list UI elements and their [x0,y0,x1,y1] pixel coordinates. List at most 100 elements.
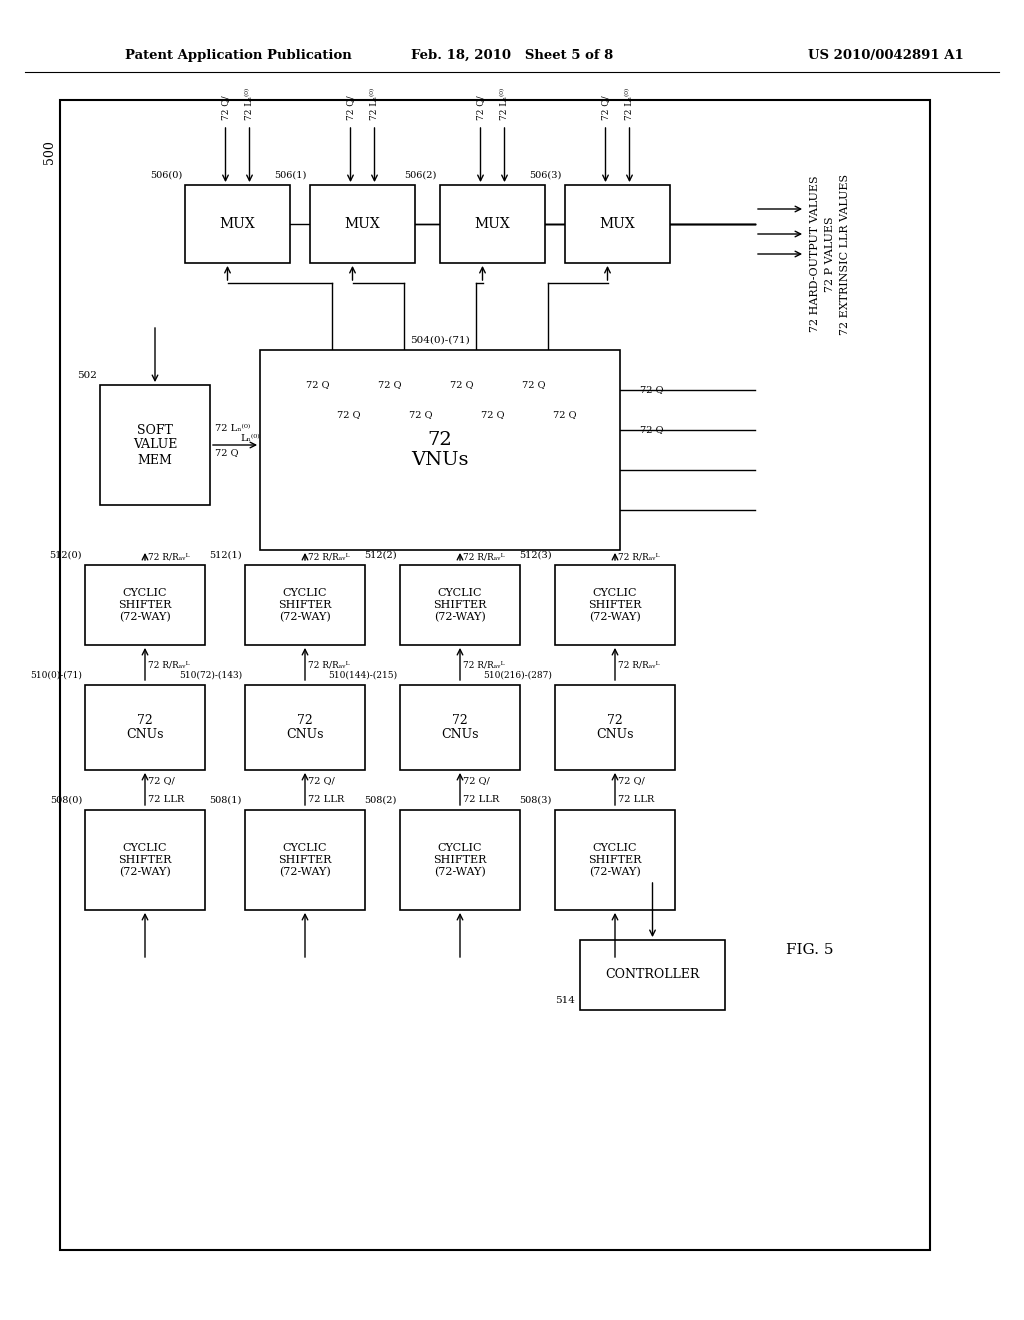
Text: 506(2): 506(2) [404,172,437,180]
Text: CYCLIC
SHIFTER
(72-WAY): CYCLIC SHIFTER (72-WAY) [589,589,642,622]
Text: 510(144)-(215): 510(144)-(215) [328,671,397,680]
Text: 502: 502 [77,371,97,380]
Text: 72 Q: 72 Q [640,385,664,395]
Bar [555,810,675,909]
Text: 72 LLR: 72 LLR [463,795,500,804]
Text: 72 P VALUES: 72 P VALUES [825,216,835,292]
Text: 72 Lₙ⁽⁰⁾: 72 Lₙ⁽⁰⁾ [215,424,250,433]
Bar [400,810,520,909]
Text: 72 R/Rₐᵥᴸ: 72 R/Rₐᵥᴸ [618,553,659,562]
Text: 512(1): 512(1) [209,550,242,560]
Text: 506(3): 506(3) [529,172,562,180]
Text: 72 LLR: 72 LLR [308,795,344,804]
Bar [245,565,365,645]
Text: 72 R/Rₐᵥᴸ: 72 R/Rₐᵥᴸ [618,660,659,669]
Text: 72
CNUs: 72 CNUs [441,714,479,742]
Text: 72 Q/: 72 Q/ [463,776,489,785]
Bar [85,810,205,909]
Text: 508(0): 508(0) [50,796,82,805]
Text: 72 R/Rₐᵥᴸ: 72 R/Rₐᵥᴸ [148,553,189,562]
Text: 512(3): 512(3) [519,550,552,560]
Text: MUX: MUX [600,216,635,231]
Text: 500: 500 [43,140,56,164]
Text: 72
VNUs: 72 VNUs [412,430,469,470]
Text: 510(72)-(143): 510(72)-(143) [179,671,242,680]
Text: 72 Q: 72 Q [409,411,432,418]
Text: Lₙ⁽⁰⁾: Lₙ⁽⁰⁾ [241,434,260,444]
Text: 72 Q: 72 Q [553,411,577,418]
Bar [100,385,210,506]
Text: 72 R/Rₐᵥᴸ: 72 R/Rₐᵥᴸ [148,660,189,669]
Bar [555,565,675,645]
Text: 510(216)-(287): 510(216)-(287) [483,671,552,680]
Text: 514: 514 [555,997,575,1005]
Text: 72 LLR: 72 LLR [618,795,654,804]
Text: 72 Q/: 72 Q/ [476,95,485,120]
Text: MUX: MUX [345,216,380,231]
Text: 72 Q: 72 Q [305,380,329,389]
Text: 512(0): 512(0) [49,550,82,560]
Text: 72 R/Rₐᵥᴸ: 72 R/Rₐᵥᴸ [463,660,505,669]
Text: 72 Q/: 72 Q/ [601,95,610,120]
Text: 72 Lₙ⁽⁰⁾: 72 Lₙ⁽⁰⁾ [245,88,254,120]
Text: SOFT
VALUE
MEM: SOFT VALUE MEM [133,424,177,466]
Text: FIG. 5: FIG. 5 [786,942,834,957]
Text: 72 Lₙ⁽⁰⁾: 72 Lₙ⁽⁰⁾ [500,88,509,120]
Text: 72 Q: 72 Q [215,447,239,457]
Text: CYCLIC
SHIFTER
(72-WAY): CYCLIC SHIFTER (72-WAY) [279,589,332,622]
Text: MUX: MUX [475,216,510,231]
Text: 72
CNUs: 72 CNUs [287,714,324,742]
Text: CONTROLLER: CONTROLLER [605,969,699,982]
Text: 508(3): 508(3) [519,796,552,805]
Text: 72 Q: 72 Q [521,380,545,389]
Text: US 2010/0042891 A1: US 2010/0042891 A1 [808,49,964,62]
Text: 72
CNUs: 72 CNUs [596,714,634,742]
Text: 72 Q: 72 Q [450,380,473,389]
Bar [245,810,365,909]
Text: 506(0): 506(0) [150,172,182,180]
Text: CYCLIC
SHIFTER
(72-WAY): CYCLIC SHIFTER (72-WAY) [589,843,642,876]
Bar [440,185,545,263]
Text: 72 Q/: 72 Q/ [618,776,645,785]
Text: 506(1): 506(1) [274,172,307,180]
Text: 72 Q/: 72 Q/ [308,776,335,785]
Text: 72 Q/: 72 Q/ [221,95,230,120]
Bar [580,940,725,1010]
Text: 512(2): 512(2) [365,550,397,560]
Text: 72 Lₙ⁽⁰⁾: 72 Lₙ⁽⁰⁾ [370,88,379,120]
Text: 508(1): 508(1) [210,796,242,805]
Text: 72 Q: 72 Q [640,425,664,434]
Text: CYCLIC
SHIFTER
(72-WAY): CYCLIC SHIFTER (72-WAY) [119,843,172,876]
Text: 72 Lₙ⁽⁰⁾: 72 Lₙ⁽⁰⁾ [625,88,634,120]
Bar [565,185,670,263]
Bar [400,565,520,645]
Text: 72 LLR: 72 LLR [148,795,184,804]
Text: 72 Q: 72 Q [337,411,360,418]
Text: 72 HARD-OUTPUT VALUES: 72 HARD-OUTPUT VALUES [810,176,820,333]
Text: 72 EXTRINSIC LLR VALUES: 72 EXTRINSIC LLR VALUES [840,173,850,334]
Bar [260,350,620,550]
Bar [400,685,520,770]
Text: 72 R/Rₐᵥᴸ: 72 R/Rₐᵥᴸ [308,553,349,562]
Text: CYCLIC
SHIFTER
(72-WAY): CYCLIC SHIFTER (72-WAY) [433,843,486,876]
Bar [85,685,205,770]
Bar [60,100,930,1250]
Text: Patent Application Publication: Patent Application Publication [125,49,352,62]
Text: Feb. 18, 2010   Sheet 5 of 8: Feb. 18, 2010 Sheet 5 of 8 [411,49,613,62]
Bar [185,185,290,263]
Text: 72 Q: 72 Q [481,411,505,418]
Bar [310,185,415,263]
Bar [555,685,675,770]
Text: CYCLIC
SHIFTER
(72-WAY): CYCLIC SHIFTER (72-WAY) [119,589,172,622]
Bar [85,565,205,645]
Text: 72 Q/: 72 Q/ [346,95,355,120]
Text: 72 R/Rₐᵥᴸ: 72 R/Rₐᵥᴸ [308,660,349,669]
Text: MUX: MUX [219,216,255,231]
Bar [245,685,365,770]
Text: 504(0)-(71): 504(0)-(71) [411,337,470,345]
Text: 72 Q: 72 Q [378,380,401,389]
Text: 72 Q/: 72 Q/ [148,776,175,785]
Text: 510(0)-(71): 510(0)-(71) [30,671,82,680]
Text: 508(2): 508(2) [365,796,397,805]
Text: CYCLIC
SHIFTER
(72-WAY): CYCLIC SHIFTER (72-WAY) [433,589,486,622]
